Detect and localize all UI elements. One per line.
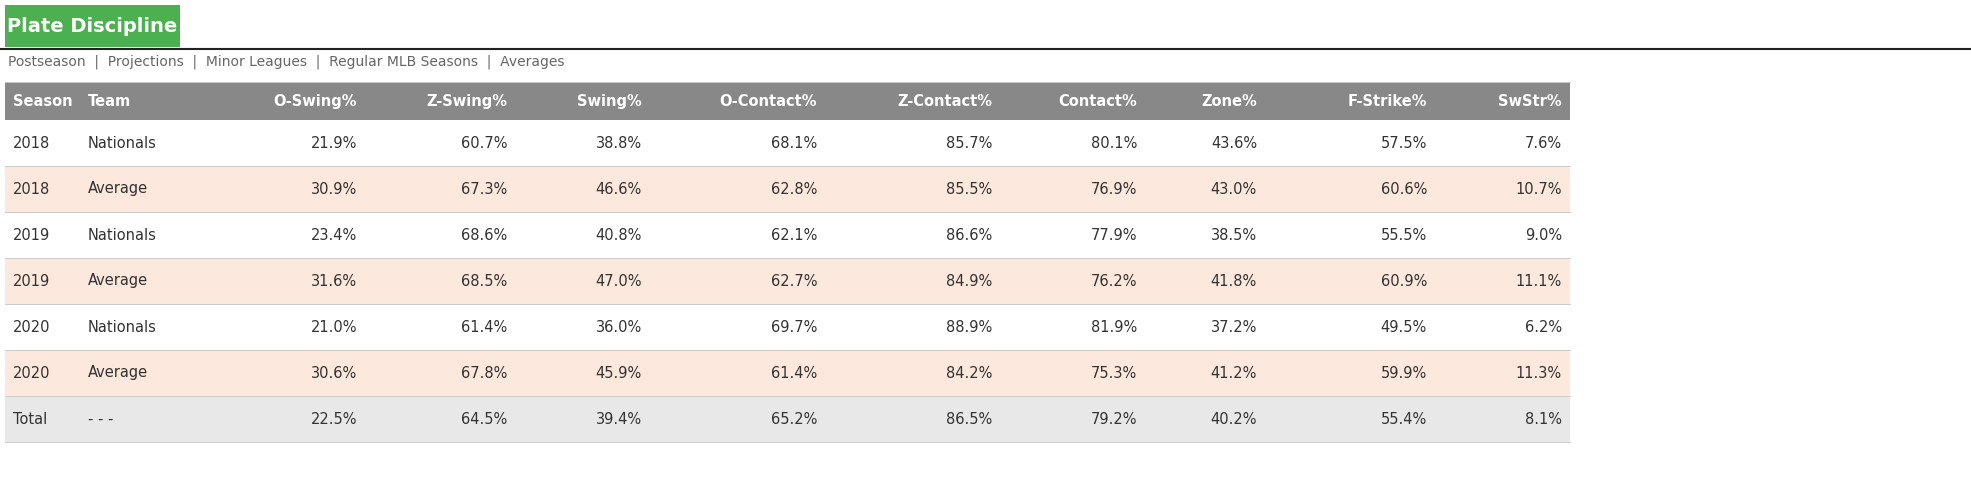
Text: 30.9%: 30.9% bbox=[311, 181, 357, 196]
Text: 85.7%: 85.7% bbox=[946, 135, 991, 150]
Text: Nationals: Nationals bbox=[89, 135, 158, 150]
Text: 43.0%: 43.0% bbox=[1210, 181, 1257, 196]
Text: Season: Season bbox=[14, 94, 73, 109]
Text: 61.4%: 61.4% bbox=[461, 320, 507, 335]
Text: Zone%: Zone% bbox=[1200, 94, 1257, 109]
Text: 60.6%: 60.6% bbox=[1380, 181, 1427, 196]
FancyBboxPatch shape bbox=[6, 396, 1571, 442]
Text: 31.6%: 31.6% bbox=[311, 274, 357, 289]
Text: Postseason  |  Projections  |  Minor Leagues  |  Regular MLB Seasons  |  Average: Postseason | Projections | Minor Leagues… bbox=[8, 55, 564, 69]
Text: 88.9%: 88.9% bbox=[946, 320, 991, 335]
Text: 2019: 2019 bbox=[14, 227, 49, 242]
Text: 47.0%: 47.0% bbox=[595, 274, 643, 289]
Text: Nationals: Nationals bbox=[89, 227, 158, 242]
Text: 67.8%: 67.8% bbox=[461, 366, 507, 380]
Text: O-Contact%: O-Contact% bbox=[719, 94, 818, 109]
Text: 41.8%: 41.8% bbox=[1210, 274, 1257, 289]
Text: 38.5%: 38.5% bbox=[1210, 227, 1257, 242]
Text: 59.9%: 59.9% bbox=[1382, 366, 1427, 380]
Text: 62.7%: 62.7% bbox=[771, 274, 818, 289]
Text: 68.1%: 68.1% bbox=[771, 135, 818, 150]
Text: 43.6%: 43.6% bbox=[1210, 135, 1257, 150]
Text: Average: Average bbox=[89, 274, 148, 289]
Text: F-Strike%: F-Strike% bbox=[1348, 94, 1427, 109]
Text: 81.9%: 81.9% bbox=[1090, 320, 1137, 335]
Text: 55.5%: 55.5% bbox=[1382, 227, 1427, 242]
Text: 85.5%: 85.5% bbox=[946, 181, 991, 196]
Text: 80.1%: 80.1% bbox=[1090, 135, 1137, 150]
Text: Z-Contact%: Z-Contact% bbox=[897, 94, 991, 109]
Text: Plate Discipline: Plate Discipline bbox=[8, 17, 177, 36]
Text: 9.0%: 9.0% bbox=[1526, 227, 1561, 242]
Text: 86.5%: 86.5% bbox=[946, 411, 991, 426]
Text: - - -: - - - bbox=[89, 411, 114, 426]
Text: 38.8%: 38.8% bbox=[595, 135, 643, 150]
Text: 49.5%: 49.5% bbox=[1382, 320, 1427, 335]
Text: SwStr%: SwStr% bbox=[1498, 94, 1561, 109]
Text: 69.7%: 69.7% bbox=[771, 320, 818, 335]
Text: 60.7%: 60.7% bbox=[461, 135, 507, 150]
Text: 68.5%: 68.5% bbox=[461, 274, 507, 289]
Text: 2018: 2018 bbox=[14, 181, 49, 196]
Text: 40.8%: 40.8% bbox=[595, 227, 643, 242]
Text: 84.9%: 84.9% bbox=[946, 274, 991, 289]
Text: Z-Swing%: Z-Swing% bbox=[426, 94, 507, 109]
Text: 65.2%: 65.2% bbox=[771, 411, 818, 426]
Text: Average: Average bbox=[89, 366, 148, 380]
Text: Average: Average bbox=[89, 181, 148, 196]
Text: 10.7%: 10.7% bbox=[1516, 181, 1561, 196]
Text: 11.1%: 11.1% bbox=[1516, 274, 1561, 289]
Text: O-Swing%: O-Swing% bbox=[274, 94, 357, 109]
FancyBboxPatch shape bbox=[6, 350, 1571, 396]
Text: 62.8%: 62.8% bbox=[771, 181, 818, 196]
Text: 7.6%: 7.6% bbox=[1526, 135, 1561, 150]
Text: Swing%: Swing% bbox=[578, 94, 643, 109]
Text: 46.6%: 46.6% bbox=[595, 181, 643, 196]
Text: Nationals: Nationals bbox=[89, 320, 158, 335]
Text: 2020: 2020 bbox=[14, 320, 51, 335]
FancyBboxPatch shape bbox=[6, 82, 1571, 120]
Text: 86.6%: 86.6% bbox=[946, 227, 991, 242]
Text: 79.2%: 79.2% bbox=[1090, 411, 1137, 426]
Text: 76.9%: 76.9% bbox=[1090, 181, 1137, 196]
Text: 76.2%: 76.2% bbox=[1090, 274, 1137, 289]
FancyBboxPatch shape bbox=[6, 166, 1571, 212]
FancyBboxPatch shape bbox=[6, 304, 1571, 350]
Text: 30.6%: 30.6% bbox=[311, 366, 357, 380]
Text: Contact%: Contact% bbox=[1058, 94, 1137, 109]
Text: 45.9%: 45.9% bbox=[595, 366, 643, 380]
Text: 60.9%: 60.9% bbox=[1380, 274, 1427, 289]
Text: 11.3%: 11.3% bbox=[1516, 366, 1561, 380]
Text: 41.2%: 41.2% bbox=[1210, 366, 1257, 380]
Text: 6.2%: 6.2% bbox=[1526, 320, 1561, 335]
Text: 23.4%: 23.4% bbox=[311, 227, 357, 242]
Text: 21.0%: 21.0% bbox=[311, 320, 357, 335]
Text: 2020: 2020 bbox=[14, 366, 51, 380]
Text: 22.5%: 22.5% bbox=[311, 411, 357, 426]
Text: 68.6%: 68.6% bbox=[461, 227, 507, 242]
Text: 8.1%: 8.1% bbox=[1526, 411, 1561, 426]
Text: 21.9%: 21.9% bbox=[311, 135, 357, 150]
Text: 57.5%: 57.5% bbox=[1380, 135, 1427, 150]
Text: 36.0%: 36.0% bbox=[595, 320, 643, 335]
FancyBboxPatch shape bbox=[6, 212, 1571, 258]
Text: Team: Team bbox=[89, 94, 132, 109]
Text: 77.9%: 77.9% bbox=[1090, 227, 1137, 242]
Text: 39.4%: 39.4% bbox=[595, 411, 643, 426]
Text: 67.3%: 67.3% bbox=[461, 181, 507, 196]
Text: 84.2%: 84.2% bbox=[946, 366, 991, 380]
Text: 62.1%: 62.1% bbox=[771, 227, 818, 242]
Text: 2019: 2019 bbox=[14, 274, 49, 289]
FancyBboxPatch shape bbox=[6, 120, 1571, 166]
Text: 55.4%: 55.4% bbox=[1382, 411, 1427, 426]
Text: 40.2%: 40.2% bbox=[1210, 411, 1257, 426]
FancyBboxPatch shape bbox=[6, 5, 179, 47]
Text: 61.4%: 61.4% bbox=[771, 366, 818, 380]
Text: 64.5%: 64.5% bbox=[461, 411, 507, 426]
Text: 2018: 2018 bbox=[14, 135, 49, 150]
Text: 37.2%: 37.2% bbox=[1210, 320, 1257, 335]
Text: 75.3%: 75.3% bbox=[1090, 366, 1137, 380]
FancyBboxPatch shape bbox=[6, 258, 1571, 304]
Text: Total: Total bbox=[14, 411, 47, 426]
